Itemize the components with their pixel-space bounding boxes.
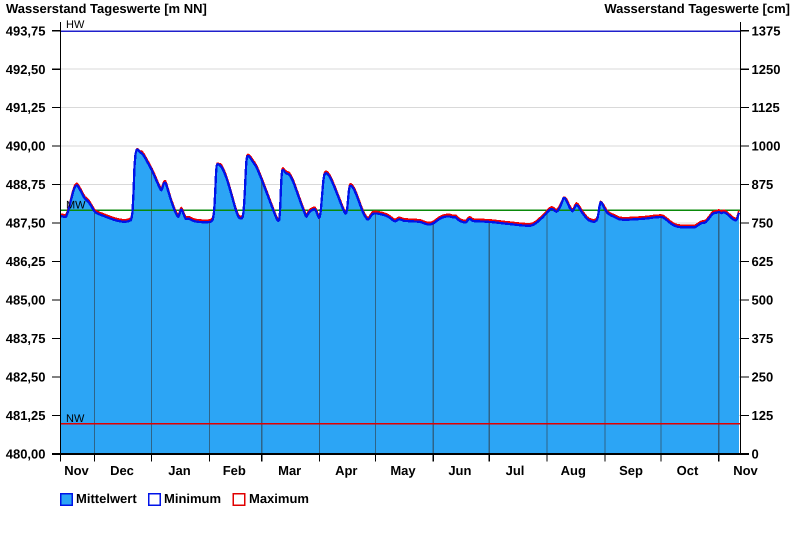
svg-text:1000: 1000 xyxy=(752,139,781,154)
svg-text:Maximum: Maximum xyxy=(249,491,309,506)
svg-text:488,75: 488,75 xyxy=(6,177,46,192)
svg-text:Mar: Mar xyxy=(278,463,301,478)
svg-text:Minimum: Minimum xyxy=(164,491,221,506)
svg-text:500: 500 xyxy=(752,293,774,308)
svg-text:Apr: Apr xyxy=(335,463,357,478)
svg-text:1375: 1375 xyxy=(752,23,781,38)
svg-text:0: 0 xyxy=(752,447,759,462)
svg-text:493,75: 493,75 xyxy=(6,23,46,38)
svg-text:HW: HW xyxy=(66,19,85,31)
svg-text:Wasserstand Tageswerte [cm]: Wasserstand Tageswerte [cm] xyxy=(604,1,790,16)
svg-text:487,50: 487,50 xyxy=(6,216,46,231)
svg-text:1125: 1125 xyxy=(752,100,780,115)
svg-text:480,00: 480,00 xyxy=(6,447,46,462)
svg-text:482,50: 482,50 xyxy=(6,370,46,385)
svg-text:Aug: Aug xyxy=(561,463,586,478)
svg-text:Nov: Nov xyxy=(64,463,89,478)
svg-text:491,25: 491,25 xyxy=(6,100,46,115)
svg-text:625: 625 xyxy=(752,254,774,269)
svg-text:May: May xyxy=(390,463,416,478)
svg-text:Feb: Feb xyxy=(223,463,246,478)
svg-text:Jan: Jan xyxy=(168,463,190,478)
svg-text:375: 375 xyxy=(752,331,774,346)
svg-text:Mittelwert: Mittelwert xyxy=(76,491,137,506)
svg-text:875: 875 xyxy=(752,177,774,192)
svg-text:Wasserstand Tageswerte [m NN]: Wasserstand Tageswerte [m NN] xyxy=(6,1,207,16)
svg-text:492,50: 492,50 xyxy=(6,62,46,77)
svg-text:NW: NW xyxy=(66,413,85,425)
svg-text:MW: MW xyxy=(66,199,86,211)
svg-text:490,00: 490,00 xyxy=(6,139,46,154)
svg-text:250: 250 xyxy=(752,370,774,385)
svg-text:486,25: 486,25 xyxy=(6,254,46,269)
svg-text:750: 750 xyxy=(752,216,774,231)
svg-text:Nov: Nov xyxy=(733,463,758,478)
svg-text:Jun: Jun xyxy=(448,463,471,478)
svg-text:485,00: 485,00 xyxy=(6,293,46,308)
svg-text:Jul: Jul xyxy=(506,463,525,478)
svg-text:1250: 1250 xyxy=(752,62,781,77)
svg-text:Oct: Oct xyxy=(677,463,699,478)
svg-text:125: 125 xyxy=(752,408,774,423)
svg-text:Sep: Sep xyxy=(619,463,643,478)
svg-text:481,25: 481,25 xyxy=(6,408,46,423)
svg-text:Dec: Dec xyxy=(110,463,134,478)
svg-text:483,75: 483,75 xyxy=(6,331,46,346)
